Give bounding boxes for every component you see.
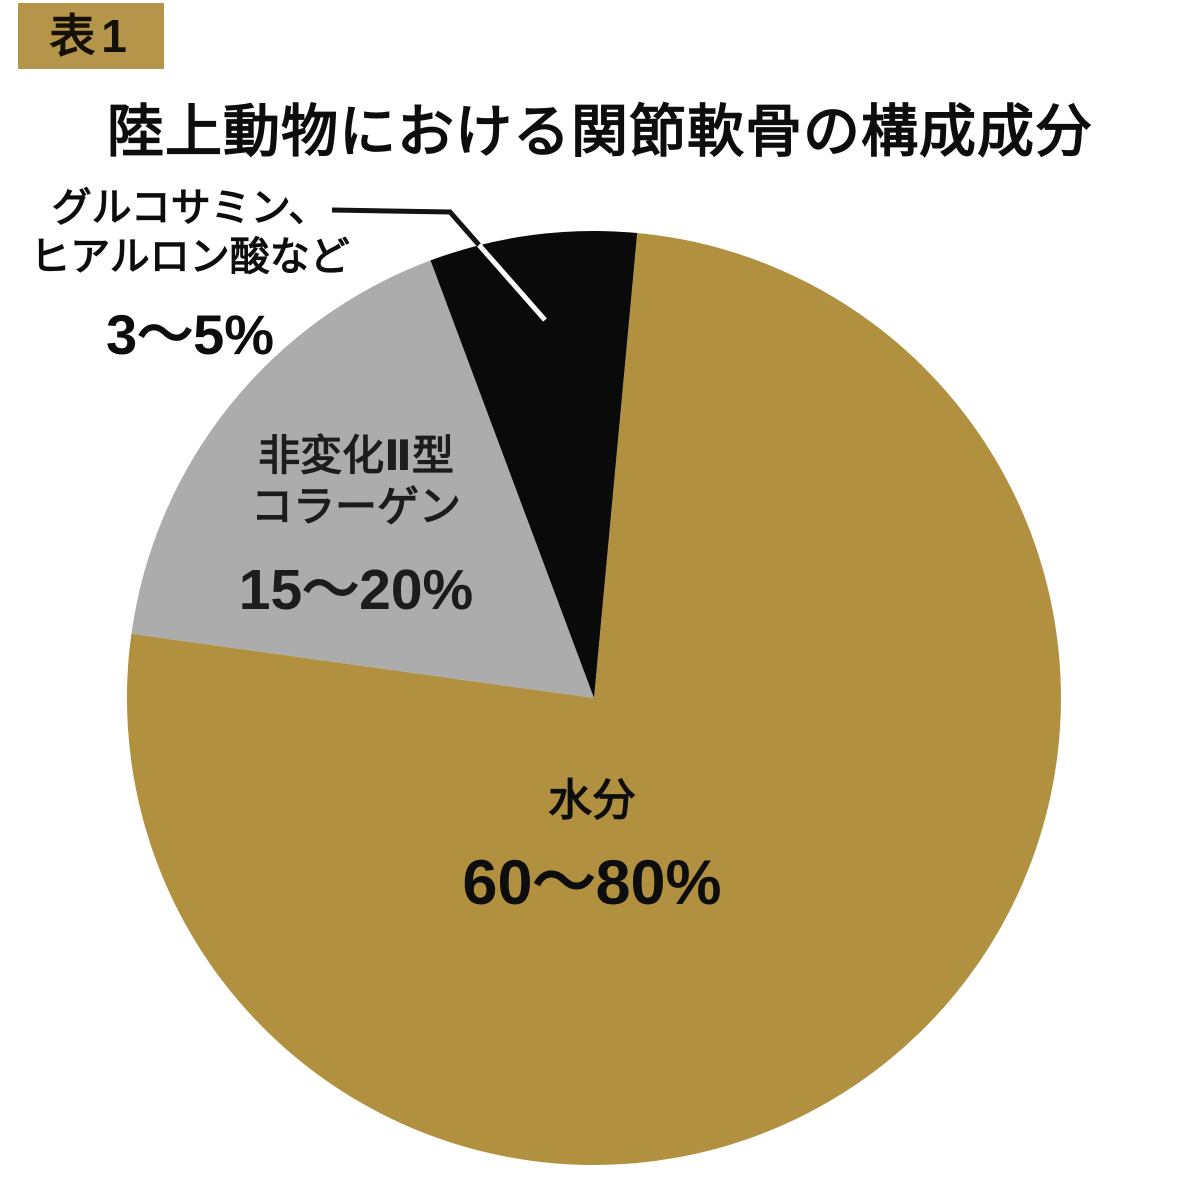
slice-value-collagen: 15〜20%	[238, 558, 474, 622]
slice-value-glucosamine: 3〜5%	[105, 303, 275, 366]
slice-label-collagen-line1: 非変化Ⅱ型	[258, 432, 454, 479]
slice-label-water-line1: 水分	[548, 776, 636, 825]
pie-slice-water	[126, 233, 1061, 1165]
leader-line-inner	[477, 243, 547, 322]
slice-label-glucosamine-line1: グルコサミン、	[51, 186, 329, 230]
pie-slice-collagen	[131, 260, 594, 698]
chart-title: 陸上動物における関節軟骨の構成成分	[107, 100, 1093, 164]
slice-label-glucosamine-line2: ヒアルロン酸など	[30, 235, 350, 279]
leader-line-outer	[331, 207, 481, 247]
slice-label-collagen-line2: コラーゲン	[250, 483, 461, 530]
slice-label-glucosamine: グルコサミン、 ヒアルロン酸など 3〜5%	[20, 184, 360, 371]
table-number-badge: 表1	[18, 3, 164, 69]
slice-value-water: 60〜80%	[462, 848, 722, 918]
slice-label-collagen: 非変化Ⅱ型 コラーゲン 15〜20%	[196, 430, 516, 626]
slice-label-water: 水分 60〜80%	[442, 776, 742, 923]
pie-slice-glucosamine	[430, 230, 638, 698]
